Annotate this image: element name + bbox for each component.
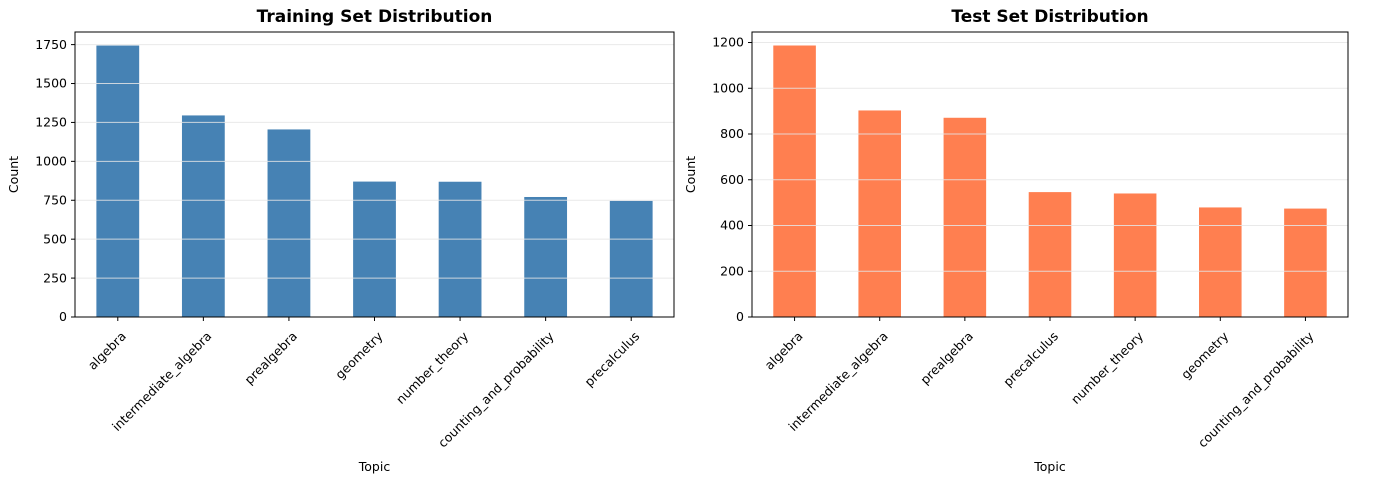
y-tick-label: 750 <box>43 192 67 207</box>
y-tick-label: 200 <box>720 263 744 278</box>
x-tick-label-geometry: geometry <box>332 328 386 382</box>
y-tick-label: 400 <box>720 218 744 233</box>
x-tick-label-algebra: algebra <box>85 329 129 373</box>
x-tick-label-geometry: geometry <box>1178 328 1232 382</box>
y-tick-label: 800 <box>720 126 744 141</box>
y-tick-label: 250 <box>43 270 67 285</box>
bar-precalculus <box>1028 192 1072 317</box>
x-tick-label-number-theory: number_theory <box>1068 328 1147 407</box>
bar-algebra <box>96 45 140 317</box>
bar-intermediate-algebra <box>858 110 901 318</box>
y-tick-label: 500 <box>43 231 67 246</box>
y-tick-label: 1750 <box>35 37 67 52</box>
y-tick-label: 0 <box>736 309 744 324</box>
bar-number-theory <box>1113 193 1157 317</box>
y-tick-label: 1000 <box>712 80 744 95</box>
x-tick-label-intermediate-algebra: intermediate_algebra <box>785 329 890 434</box>
x-tick-label-precalculus: precalculus <box>581 329 642 390</box>
bar-prealgebra <box>943 117 987 318</box>
x-tick-label-intermediate-algebra: intermediate_algebra <box>109 329 214 434</box>
bar-precalculus <box>609 200 653 317</box>
bar-number-theory <box>438 181 482 317</box>
bar-algebra <box>773 45 816 317</box>
bar-geometry <box>353 181 396 317</box>
x-tick-label-precalculus: precalculus <box>1000 329 1061 390</box>
bar-geometry <box>1199 207 1242 317</box>
x-tick-label-algebra: algebra <box>761 329 805 373</box>
y-tick-label: 1500 <box>35 76 67 91</box>
x-tick-label-prealgebra: prealgebra <box>917 329 976 388</box>
y-tick-label: 1000 <box>35 154 67 169</box>
y-tick-label: 1200 <box>712 35 744 50</box>
x-tick-label-number-theory: number_theory <box>393 328 472 407</box>
x-axis-label: Topic <box>1033 459 1066 474</box>
y-axis-label: Count <box>683 156 698 193</box>
training-set-distribution-chart: 0 250 500 750 1000 1250 1500 1750 algebrainterme… <box>6 7 675 474</box>
x-axis-label: Topic <box>358 459 391 474</box>
chart-title: Training Set Distribution <box>257 7 493 27</box>
y-tick-label: 1250 <box>35 115 67 130</box>
bar-intermediate-algebra <box>181 115 225 318</box>
y-tick-label: 600 <box>720 172 744 187</box>
y-axis-label: Count <box>6 156 21 193</box>
chart-title: Test Set Distribution <box>951 7 1148 27</box>
bar-counting-and-probability <box>524 196 568 317</box>
bar-counting-and-probability <box>1284 208 1327 317</box>
x-tick-label-prealgebra: prealgebra <box>241 329 300 388</box>
y-tick-label: 0 <box>59 309 67 324</box>
bar-prealgebra <box>267 129 311 317</box>
test-set-distribution-chart: 0 200 400 600 800 1000 1200 algebraintermediate… <box>683 7 1349 474</box>
